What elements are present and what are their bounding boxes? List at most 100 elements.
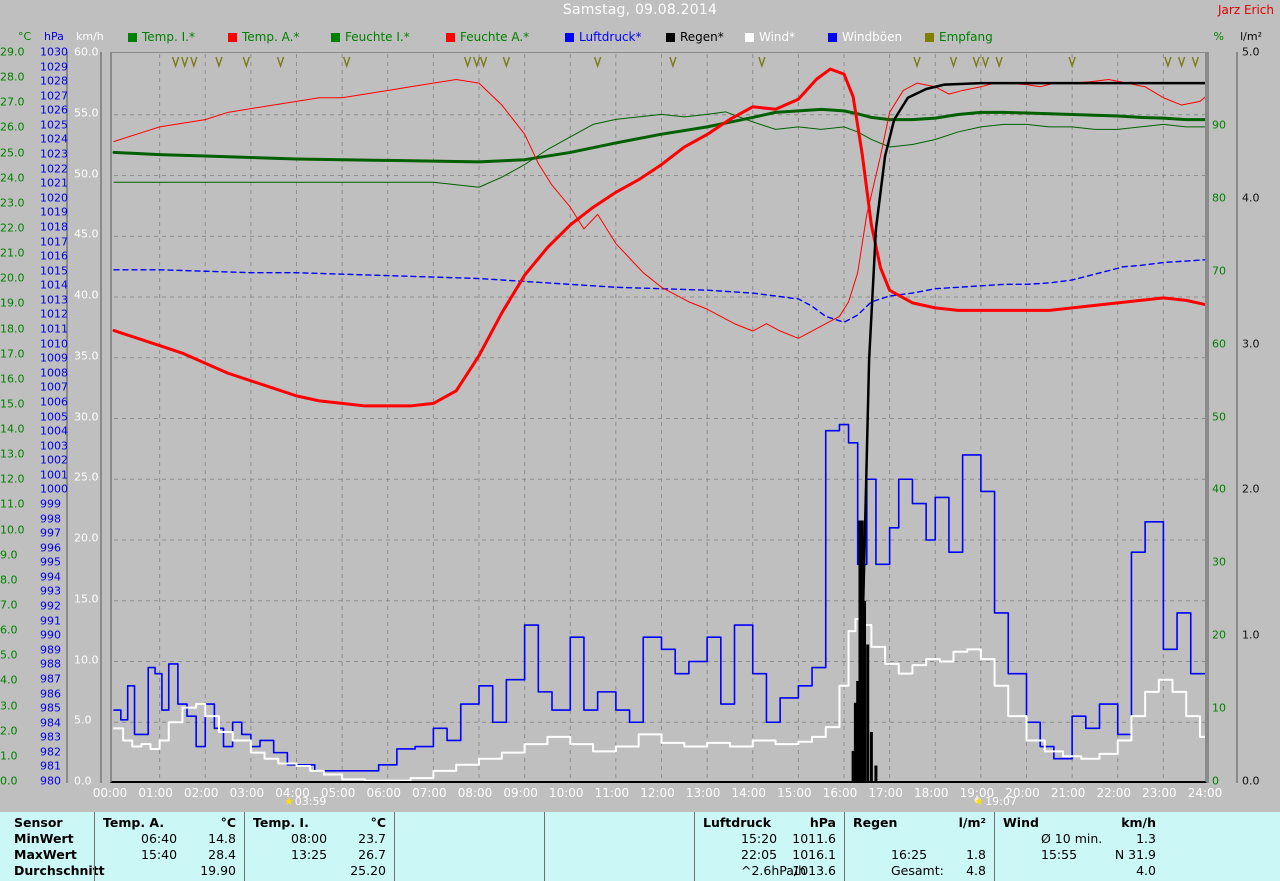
table-row: Ø 10 min. 1.3: [995, 831, 1164, 847]
table-cell-value: 1.3: [1136, 831, 1156, 846]
temp-axis-spine: [66, 52, 68, 783]
table-row: [395, 831, 544, 847]
table-cell-value: N 31.9: [1114, 847, 1156, 862]
legend-item-temp-a[interactable]: Temp. A.*: [228, 31, 299, 43]
axis-tick-label: 985: [40, 701, 61, 715]
axis-tick-label: 986: [40, 687, 61, 701]
empfang-dropout-mark: [972, 56, 980, 69]
axis-tick-label: 50: [1212, 410, 1226, 423]
axis-tick-label: 50.0: [74, 167, 99, 180]
table-row: 15:40 28.4: [95, 847, 244, 863]
table-header-label: Sensor: [14, 815, 63, 830]
legend-swatch-icon: [331, 32, 340, 42]
chart-plot-area[interactable]: [110, 52, 1207, 783]
table-unit-label: hPa: [809, 815, 836, 830]
table-column-regen: Regen l/m² 16:25 1.8 Gesamt: 4.8: [844, 812, 994, 881]
legend-item-feuchte-i[interactable]: Feuchte I.*: [331, 31, 410, 43]
axis-tick-label: 987: [40, 672, 61, 686]
table-row: [545, 847, 694, 863]
axis-tick-label: 981: [40, 759, 61, 773]
page-title: Samstag, 09.08.2014: [562, 2, 718, 18]
axis-tick-label: 29.0: [0, 45, 25, 59]
table-row-label: Durchschnitt: [14, 863, 105, 878]
axis-tick-label: 1020: [40, 191, 68, 205]
axis-tick-label: 22.0: [0, 221, 25, 235]
empfang-dropout-mark: [215, 56, 223, 69]
legend-label: Feuchte A.*: [460, 30, 530, 44]
table-column-luftdruck: Luftdruck hPa 15:20 1011.6 22:05 1016.1 ^2.6hP…: [694, 812, 844, 881]
axis-tick-label: 1026: [40, 103, 68, 117]
axis-tick-label: 1021: [40, 176, 68, 190]
axis-tick-label: 15.0: [0, 397, 25, 411]
table-column-empty-4: [544, 812, 694, 881]
legend-item-wind[interactable]: Wind*: [745, 31, 795, 43]
time-tick-label: 00:00: [92, 786, 128, 800]
table-row: [395, 847, 544, 863]
table-column-wind: Wind km/h Ø 10 min. 1.3 15:55 N 31.9 4.0: [994, 812, 1164, 881]
axis-tick-label: 984: [40, 716, 61, 730]
time-tick-label: 19:00: [959, 786, 995, 800]
time-tick-label: 11:00: [594, 786, 630, 800]
axis-tick-label: 60: [1212, 337, 1226, 351]
axis-tick-label: 997: [40, 526, 61, 540]
axis-tick-label: 992: [40, 599, 61, 613]
time-tick-label: 01:00: [138, 786, 173, 800]
time-tick-label: 14:00: [731, 786, 767, 800]
table-header-row: Sensor: [6, 815, 94, 831]
table-header-row: Temp. A. °C: [95, 815, 244, 831]
axis-tick-label: 12.0: [0, 472, 25, 486]
legend-item-empfang[interactable]: Empfang: [925, 31, 993, 43]
axis-tick-label: 996: [40, 541, 61, 555]
wind-unit-label: km/h: [76, 30, 104, 43]
axis-tick-label: 10: [1212, 701, 1226, 715]
sunset-marker: 19:07: [974, 795, 1017, 808]
legend-swatch-icon: [565, 32, 574, 42]
axis-tick-label: 1016: [40, 249, 68, 263]
legend-label: Regen*: [680, 30, 724, 44]
axis-tick-label: 5.0: [1242, 45, 1260, 59]
axis-tick-label: 13.0: [0, 447, 25, 461]
axis-tick-label: 6.0: [0, 623, 18, 637]
axis-tick-label: 2.0: [1242, 482, 1260, 496]
table-header-row: Wind km/h: [995, 815, 1164, 831]
time-tick-label: 13:00: [685, 786, 721, 800]
legend-label: Wind*: [759, 30, 796, 44]
axis-tick-label: 25.0: [0, 146, 25, 160]
empfang-dropout-mark: [473, 56, 481, 69]
axis-tick-label: 1004: [40, 424, 68, 438]
axis-tick-label: 989: [40, 643, 61, 657]
legend-item-windb-en[interactable]: Windböen: [828, 31, 902, 43]
empfang-dropout-mark: [995, 56, 1003, 69]
table-cell-value: 28.4: [208, 847, 236, 862]
table-row: 08:00 23.7: [245, 831, 394, 847]
axis-tick-label: 1028: [40, 74, 68, 88]
axis-tick-label: 1008: [40, 366, 68, 380]
table-cell-time: ^2.6hPa/h: [741, 863, 807, 878]
axis-tick-label: 1.0: [1242, 628, 1260, 642]
table-cell-value: 1013.6: [792, 863, 836, 878]
axis-tick-label: 4.0: [0, 673, 18, 687]
table-header-label: Temp. I.: [253, 815, 309, 830]
series-temp-a-line: [112, 67, 1205, 408]
series-wind-line: [113, 617, 1205, 781]
axis-tick-label: 19.0: [0, 296, 25, 310]
time-tick-label: 04:00: [275, 786, 310, 800]
axis-tick-label: 7.0: [0, 598, 18, 612]
axis-tick-label: 10.0: [0, 523, 25, 537]
empfang-dropout-mark: [1177, 56, 1186, 69]
legend-item-temp-i[interactable]: Temp. I.*: [128, 31, 195, 43]
axis-tick-label: 26.0: [0, 120, 25, 134]
sunrise-icon: [284, 796, 294, 806]
axis-tick-label: 35.0: [74, 349, 99, 363]
axis-tick-label: 5.0: [0, 648, 18, 662]
table-cell-time: 15:20: [741, 831, 778, 846]
axis-tick-label: 40.0: [74, 288, 99, 302]
legend-item-luftdruck[interactable]: Luftdruck*: [565, 31, 642, 43]
legend-item-feuchte-a[interactable]: Feuchte A.*: [446, 31, 529, 43]
axis-tick-label: 11.0: [0, 497, 25, 511]
table-cell-time: 06:40: [141, 831, 178, 846]
axis-tick-label: 80: [1212, 191, 1226, 205]
table-row: 25.20: [245, 863, 394, 879]
empfang-dropout-mark: [171, 56, 180, 69]
legend-item-regen[interactable]: Regen*: [666, 31, 724, 43]
